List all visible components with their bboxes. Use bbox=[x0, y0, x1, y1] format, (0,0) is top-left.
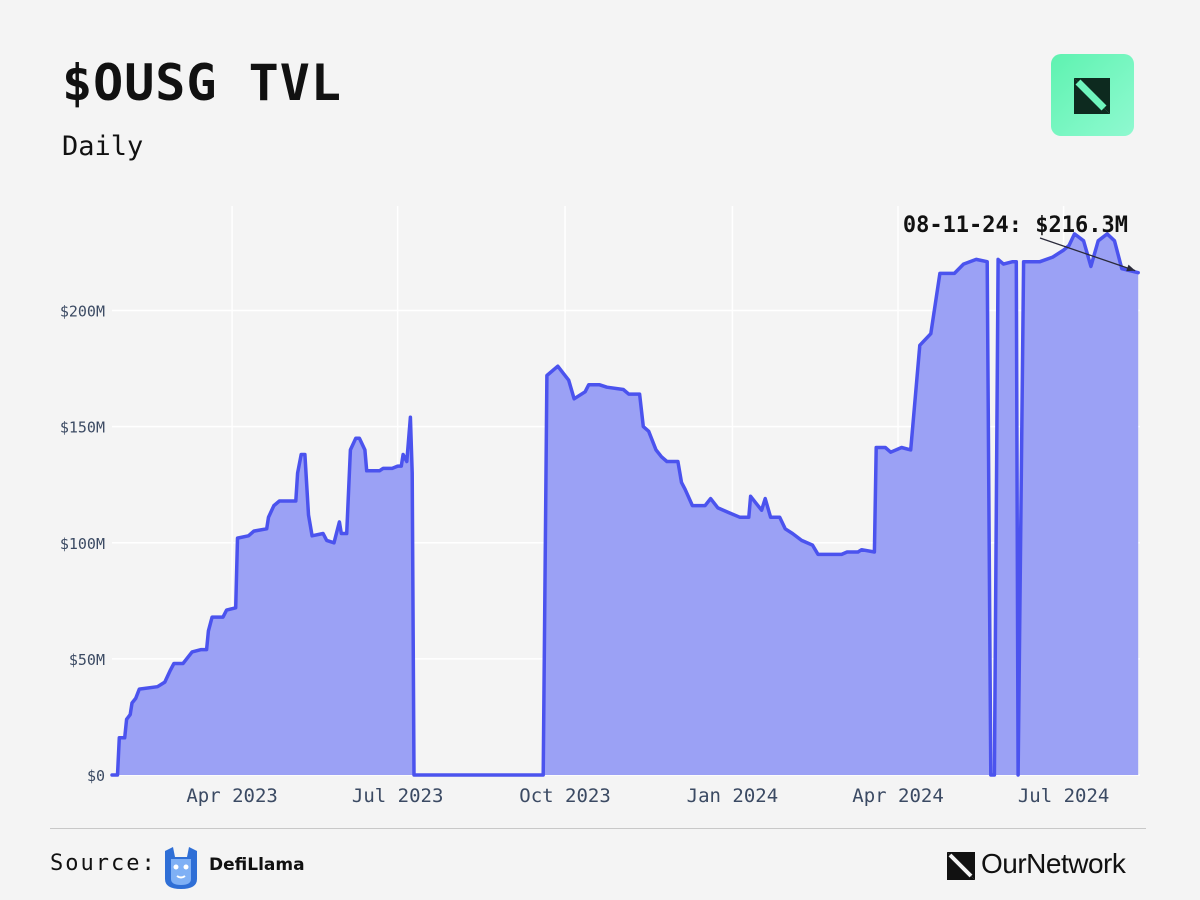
annotation: 08-11-24: $216.3M bbox=[903, 213, 1136, 272]
annotation-arrow bbox=[1039, 237, 1136, 272]
chart-title: $OUSG TVL bbox=[62, 54, 342, 112]
plot-area bbox=[110, 232, 1140, 777]
annotation-arrowhead bbox=[1126, 264, 1136, 272]
annotation-label: 08-11-24: $216.3M bbox=[903, 213, 1128, 238]
ournetwork-logo-icon bbox=[947, 852, 975, 880]
x-tick-label: Jul 2023 bbox=[352, 785, 444, 807]
y-axis: $0 $50M $100M $150M $200M bbox=[60, 303, 105, 785]
x-tick-label: Apr 2024 bbox=[852, 785, 944, 807]
x-tick-label: Jul 2024 bbox=[1018, 785, 1110, 807]
y-tick-label: $50M bbox=[69, 651, 105, 669]
series-area-fill bbox=[112, 233, 1139, 775]
y-tick-label: $100M bbox=[60, 535, 105, 553]
series-line bbox=[110, 232, 1140, 777]
x-axis: Apr 2023 Jul 2023 Oct 2023 Jan 2024 Apr 2024… bbox=[186, 785, 1109, 807]
footer-divider bbox=[50, 828, 1146, 829]
x-tick-label: Oct 2023 bbox=[519, 785, 611, 807]
brand-name: OurNetwork bbox=[981, 848, 1126, 879]
source-name: DefiLlama bbox=[209, 855, 305, 875]
defillama-llama-icon bbox=[165, 847, 197, 889]
y-tick-label: $150M bbox=[60, 419, 105, 437]
source-label: Source: bbox=[50, 851, 157, 876]
y-tick-label: $0 bbox=[87, 767, 105, 785]
x-tick-label: Apr 2023 bbox=[186, 785, 278, 807]
ournetwork-corner-logo-icon bbox=[1051, 54, 1134, 136]
x-tick-label: Jan 2024 bbox=[687, 785, 779, 807]
chart-subtitle: Daily bbox=[62, 131, 144, 162]
y-tick-label: $200M bbox=[60, 303, 105, 321]
